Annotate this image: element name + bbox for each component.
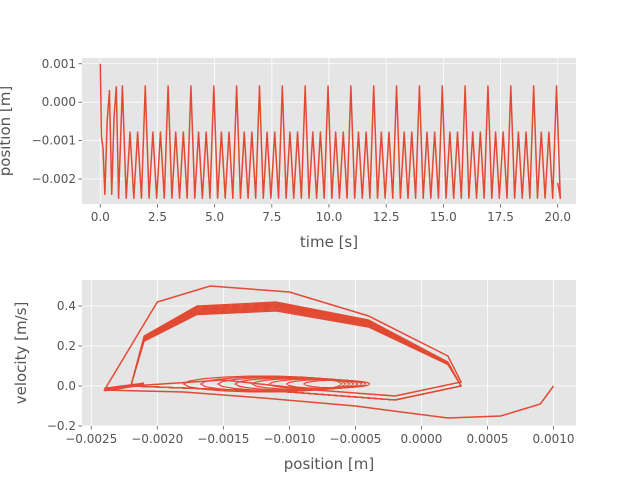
x-tick-label: −0.0005 — [329, 432, 381, 446]
phase-trajectory-band — [104, 382, 145, 392]
bottom-chart-phase-portrait: −0.0025 −0.0020 −0.0015 −0.0010 −0.0005 0.000… — [12, 280, 576, 473]
y-tick-label: −0.001 — [32, 134, 76, 148]
top-y-axis-label: position [m] — [0, 86, 14, 177]
bottom-x-axis-label: position [m] — [284, 455, 375, 473]
y-tick-label: 0.0 — [57, 379, 76, 393]
y-tick-label: −0.2 — [47, 419, 76, 433]
x-tick-label: −0.0025 — [65, 432, 117, 446]
top-series-lines — [99, 63, 562, 199]
y-tick-label: 0.001 — [42, 57, 76, 71]
x-tick-label: 10.0 — [316, 210, 343, 224]
x-tick-label: 5.0 — [205, 210, 224, 224]
x-tick-label: −0.0010 — [263, 432, 315, 446]
bottom-tick-labels: −0.0025 −0.0020 −0.0015 −0.0010 −0.0005 0.000… — [47, 299, 575, 446]
x-tick-label: 0.0000 — [400, 432, 442, 446]
bottom-gridlines — [82, 280, 576, 427]
x-tick-label: 0.0010 — [533, 432, 575, 446]
x-tick-label: 12.5 — [373, 210, 400, 224]
y-tick-label: 0.000 — [42, 95, 76, 109]
top-x-axis-label: time [s] — [300, 233, 358, 251]
x-tick-label: 17.5 — [487, 210, 514, 224]
x-tick-label: −0.0015 — [197, 432, 249, 446]
phase-trajectory-transient — [103, 285, 555, 419]
phase-trajectory-small-loop — [302, 379, 371, 389]
top-tick-labels: 0.0 2.5 5.0 7.5 10.0 12.5 15.0 17.5 20.0 0.001 0.0… — [32, 57, 571, 224]
top-chart-time-series: 0.0 2.5 5.0 7.5 10.0 12.5 15.0 17.5 20.0 0.001 0.0… — [0, 57, 576, 251]
x-tick-label: 15.0 — [430, 210, 457, 224]
y-tick-label: −0.002 — [32, 172, 76, 186]
position-series-line — [99, 63, 562, 199]
x-tick-label: 7.5 — [262, 210, 281, 224]
bottom-series-lines — [103, 285, 555, 419]
x-tick-label: 0.0 — [91, 210, 110, 224]
y-tick-label: 0.4 — [57, 299, 76, 313]
x-tick-label: 0.0005 — [467, 432, 509, 446]
bottom-y-axis-label: velocity [m/s] — [12, 302, 30, 405]
x-tick-label: 2.5 — [148, 210, 167, 224]
x-tick-label: −0.0020 — [131, 432, 183, 446]
x-tick-label: 20.0 — [544, 210, 571, 224]
phase-trajectory-loop — [130, 310, 463, 401]
y-tick-label: 0.2 — [57, 339, 76, 353]
